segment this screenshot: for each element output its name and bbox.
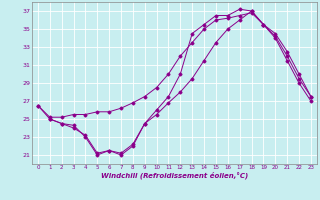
X-axis label: Windchill (Refroidissement éolien,°C): Windchill (Refroidissement éolien,°C) [101, 172, 248, 179]
